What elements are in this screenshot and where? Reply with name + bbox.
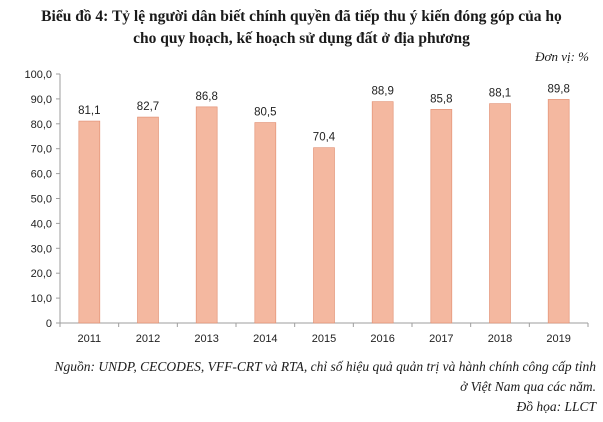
x-tick-label-2013: 2013 — [194, 333, 218, 345]
graphics-credit: Đồ họa: LLCT — [516, 399, 596, 414]
y-tick-label: 80,0 — [31, 119, 52, 131]
chart-title: Biểu đồ 4: Tỷ lệ người dân biết chính qu… — [0, 6, 603, 50]
chart-title-line-1: Biểu đồ 4: Tỷ lệ người dân biết chính qu… — [41, 8, 562, 25]
x-tick-label-2014: 2014 — [253, 333, 277, 345]
unit-label: Đơn vị: % — [535, 49, 589, 64]
y-tick-label: 100,0 — [24, 69, 52, 81]
data-label-2018: 88,1 — [489, 88, 511, 100]
data-label-2012: 82,7 — [137, 101, 159, 113]
data-label-2016: 88,9 — [371, 86, 393, 98]
bar-2013 — [195, 106, 218, 324]
y-tick-label: 40,0 — [31, 218, 52, 230]
x-tick-label-2019: 2019 — [546, 333, 570, 345]
chart-title-line-2: cho quy hoạch, kế hoạch sử dụng đất ở đị… — [133, 30, 470, 47]
bar-2012 — [137, 116, 159, 324]
y-tick-label: 70,0 — [31, 144, 52, 156]
bar-2018 — [489, 103, 511, 324]
bar-2016 — [371, 101, 394, 324]
y-tick-label: 20,0 — [31, 268, 52, 280]
y-tick-label: 0 — [46, 318, 52, 330]
data-label-2015: 70,4 — [313, 132, 336, 144]
y-tick-label: 50,0 — [31, 194, 52, 206]
y-tick-label: 90,0 — [31, 94, 52, 106]
x-tick-label-2017: 2017 — [429, 333, 453, 345]
data-label-2017: 85,8 — [430, 93, 452, 105]
x-tick-label-2012: 2012 — [136, 333, 160, 345]
y-tick-label: 60,0 — [31, 169, 52, 181]
source-line-2: ở Việt Nam qua các năm. — [460, 379, 596, 394]
x-tick-label-2018: 2018 — [488, 333, 512, 345]
source-note: Nguồn: UNDP, CECODES, VFF-CRT và RTA, ch… — [0, 357, 596, 417]
bar-2014 — [254, 122, 277, 324]
x-tick-label-2011: 2011 — [78, 333, 102, 345]
y-tick-label: 30,0 — [31, 243, 52, 255]
data-label-2011: 81,1 — [78, 105, 100, 117]
x-tick-label-2015: 2015 — [312, 333, 336, 345]
bar-2015 — [313, 147, 335, 324]
y-tick-label: 10,0 — [31, 293, 52, 305]
bar-2011 — [78, 120, 101, 324]
source-line-1: Nguồn: UNDP, CECODES, VFF-CRT và RTA, ch… — [54, 359, 596, 374]
data-label-2014: 80,5 — [254, 107, 276, 119]
data-label-2019: 89,8 — [547, 83, 569, 95]
data-label-2013: 86,8 — [195, 91, 217, 103]
bar-2017 — [430, 109, 453, 324]
x-tick-label-2016: 2016 — [370, 333, 394, 345]
bar-2019 — [547, 99, 570, 324]
